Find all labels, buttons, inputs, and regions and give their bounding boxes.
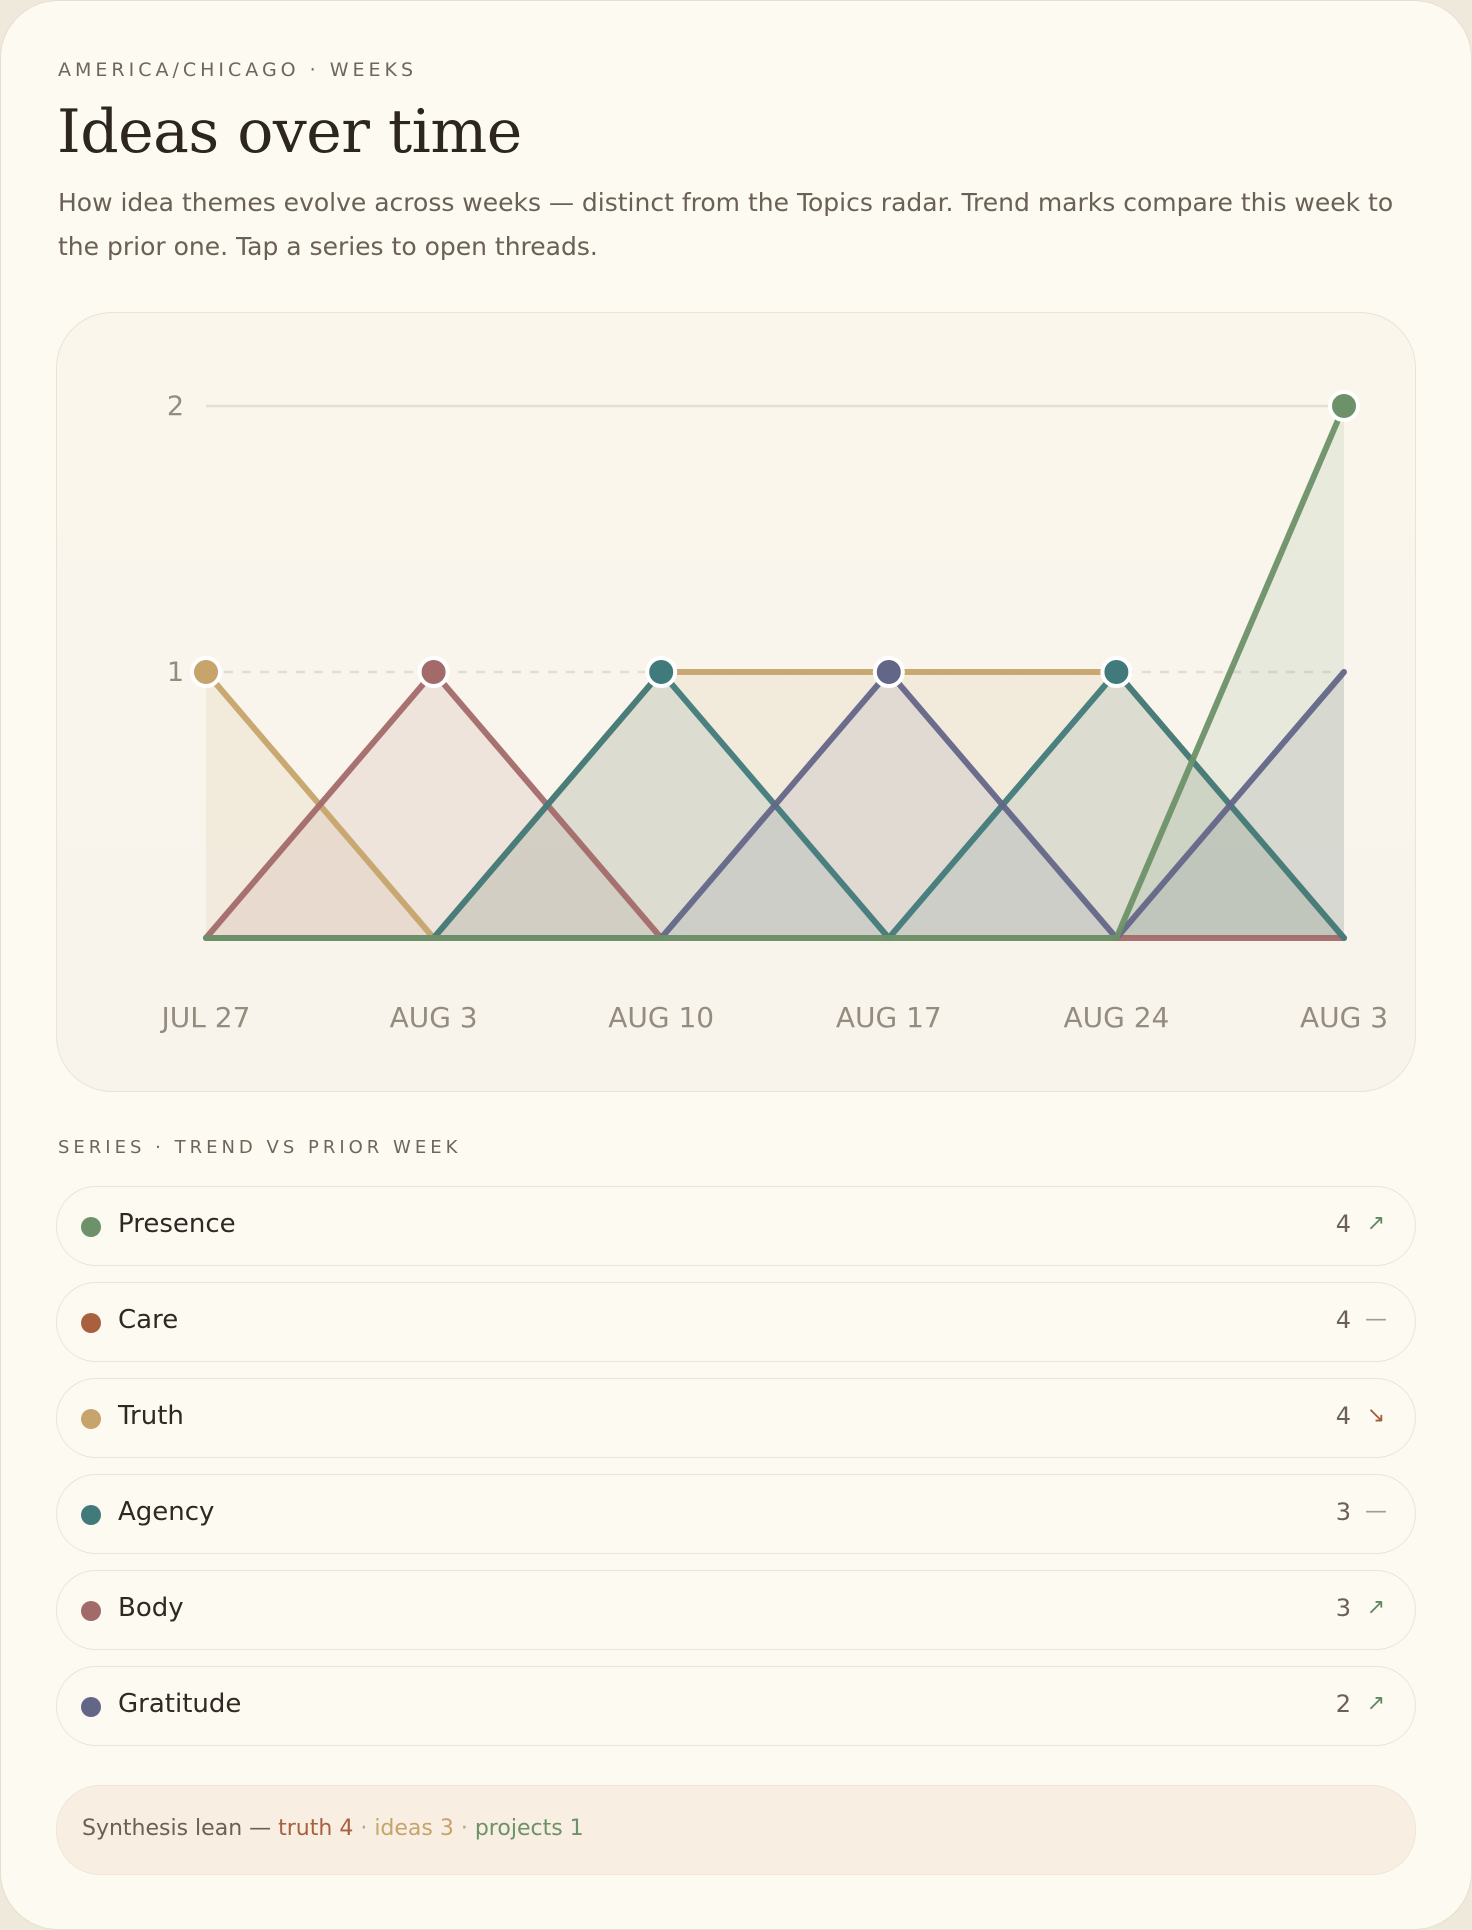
trend-down-icon: ↘	[1366, 1403, 1386, 1428]
synthesis-text: Synthesis lean — truth 4 · ideas 3 · pro…	[82, 1816, 584, 1841]
x-tick-label: AUG 10	[608, 1001, 714, 1034]
series-name: Truth	[118, 1401, 184, 1431]
y-tick-label: 1	[167, 657, 184, 688]
series-color-dot	[81, 1505, 101, 1525]
series-row-presence[interactable]: Presence 4 ↗	[56, 1186, 1416, 1266]
series-count: 2	[1335, 1690, 1351, 1718]
x-tick-label: AUG 24	[1063, 1001, 1169, 1034]
series-row-gratitude[interactable]: Gratitude 2 ↗	[56, 1666, 1416, 1746]
point-truth-0	[190, 656, 222, 688]
area-presence	[206, 406, 1344, 938]
chart-panel: 1 2 JUL 27 AUG 3 AUG 10 AUG 17 AUG 24 AUG 3	[56, 312, 1416, 1092]
trend-flat-icon: —	[1365, 1499, 1387, 1524]
series-list: Presence 4 ↗ Care 4— Truth 4 ↘ Agency 3— Body 3 ↗ Gra…	[56, 1186, 1416, 1762]
y-tick-label: 2	[167, 391, 184, 422]
series-name: Presence	[118, 1209, 236, 1239]
timezone-eyebrow: AMERICA/CHICAGO · WEEKS	[58, 59, 418, 81]
series-count: 4	[1335, 1210, 1351, 1238]
trend-flat-icon: —	[1365, 1307, 1387, 1332]
series-count: 3	[1335, 1498, 1351, 1526]
series-color-dot	[81, 1313, 101, 1333]
page-subtitle: How idea themes evolve across weeks — di…	[58, 188, 1394, 261]
series-color-dot	[81, 1601, 101, 1621]
line-presence	[203, 403, 1347, 941]
x-tick-label: AUG 3	[1300, 1001, 1388, 1034]
synthesis-part: ideas 3	[374, 1816, 454, 1841]
point-body-1	[417, 656, 450, 688]
trend-up-icon: ↗	[1366, 1691, 1386, 1716]
series-row-body[interactable]: Body 3 ↗	[56, 1570, 1416, 1650]
point-gratitude-3	[872, 656, 905, 688]
ideas-chart[interactable]: 1 2 JUL 27 AUG 3 AUG 10 AUG 17 AUG 24 AUG 3	[57, 313, 1417, 1093]
series-color-dot	[81, 1697, 101, 1717]
point-presence-5	[1328, 390, 1360, 422]
point-agency-4	[1100, 656, 1133, 688]
point-agency-2	[645, 656, 678, 688]
x-tick-label: AUG 17	[836, 1001, 942, 1034]
series-name: Agency	[118, 1497, 215, 1527]
trend-up-icon: ↗	[1366, 1595, 1386, 1620]
synthesis-part: truth 4	[278, 1816, 354, 1841]
synthesis-separator: ·	[353, 1816, 375, 1841]
series-color-dot	[81, 1217, 101, 1237]
series-section-label: SERIES · TREND VS PRIOR WEEK	[58, 1137, 462, 1158]
synthesis-lean: Synthesis lean — truth 4 · ideas 3 · pro…	[56, 1785, 1416, 1875]
series-row-agency[interactable]: Agency 3 —	[56, 1474, 1416, 1554]
x-tick-label: AUG 3	[390, 1001, 478, 1034]
series-name: Gratitude	[118, 1689, 242, 1719]
series-row-truth[interactable]: Truth 4 ↘	[56, 1378, 1416, 1458]
trend-up-icon: ↗	[1366, 1211, 1386, 1236]
page-title: Ideas over time	[57, 97, 522, 167]
synthesis-part: projects 1	[474, 1816, 584, 1841]
series-name: Care	[118, 1305, 179, 1335]
series-count: 3	[1335, 1594, 1351, 1622]
series-row-care[interactable]: Care 4 —	[56, 1282, 1416, 1362]
series-name: Body	[118, 1593, 184, 1623]
series-count: 4	[1335, 1402, 1351, 1430]
series-color-dot	[81, 1409, 101, 1429]
x-tick-label: JUL 27	[160, 1001, 251, 1034]
synthesis-separator: ·	[453, 1816, 475, 1841]
series-count: 4	[1335, 1306, 1351, 1334]
synthesis-prefix: Synthesis lean —	[82, 1816, 272, 1841]
